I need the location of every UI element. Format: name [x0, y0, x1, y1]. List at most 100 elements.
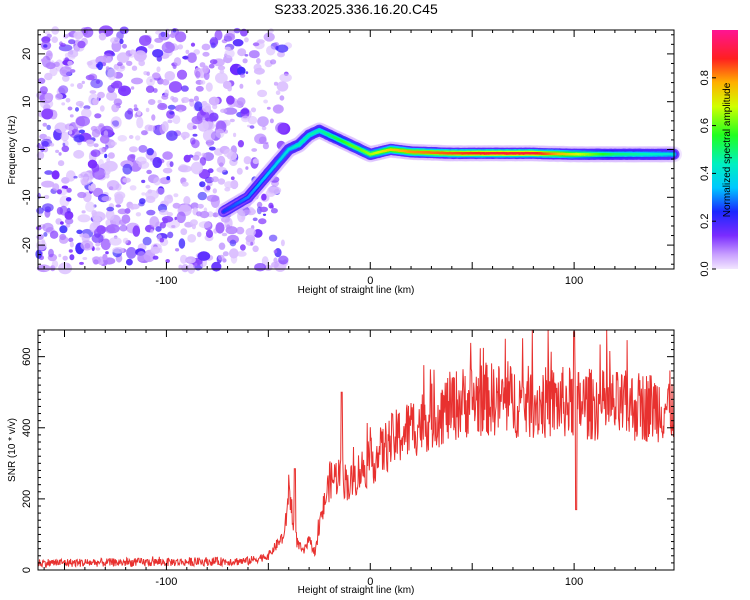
heatmap-noise-blob [224, 48, 235, 59]
heatmap-noise-blob [40, 138, 53, 148]
heatmap-noise-blob [117, 135, 128, 142]
heatmap-noise-blob [145, 184, 151, 189]
heatmap-y-tick-label: 10 [21, 96, 33, 108]
heatmap-noise-blob [178, 238, 186, 249]
heatmap-noise-blob [146, 169, 152, 175]
heatmap-noise-blob [162, 151, 173, 160]
heatmap-noise-blob [279, 95, 285, 101]
heatmap-noise-blob [60, 42, 66, 47]
heatmap-noise-blob [200, 80, 206, 85]
colorbar: 0.0 0.2 0.4 0.6 0.8 Normalized spectral ampl… [699, 30, 738, 277]
chart-title: S233.2025.336.16.20.C45 [274, 1, 438, 17]
heatmap-noise-blob [256, 79, 261, 85]
heatmap-noise-blob [78, 173, 84, 179]
heatmap-noise-blob [215, 128, 225, 139]
heatmap-noise-blob [133, 104, 138, 108]
heatmap-noise-blob [174, 216, 178, 221]
heatmap-noise-blob [146, 209, 156, 216]
heatmap-noise-blob [106, 206, 115, 212]
heatmap-noise-blob [99, 134, 110, 144]
heatmap-noise-blob [187, 52, 197, 63]
snr-x-tick-label: 100 [565, 576, 583, 588]
heatmap-noise-blob [185, 256, 196, 264]
heatmap-noise-blob [273, 257, 278, 264]
heatmap-noise-blob [111, 103, 120, 113]
heatmap-noise-blob [203, 71, 210, 80]
heatmap-noise-blob [244, 37, 249, 43]
heatmap-noise-blob [77, 214, 91, 223]
heatmap-noise-blob [176, 69, 188, 80]
heatmap-noise-blob [273, 249, 278, 254]
heatmap-noise-blob [153, 177, 162, 186]
heatmap-noise-blob [125, 258, 133, 266]
heatmap-noise-blob [197, 251, 211, 261]
heatmap-noise-blob [195, 85, 204, 92]
heatmap-noise-blob [40, 58, 47, 63]
snr-panel: -100 0 100 0 200 400 600 Height of straight li… [7, 329, 675, 596]
heatmap-noise-blob [190, 137, 196, 145]
heatmap-noise-blob [244, 54, 249, 57]
heatmap-noise-blob [117, 61, 123, 67]
heatmap-noise-blob [52, 183, 60, 191]
snr-y-tick-label: 0 [21, 567, 33, 573]
heatmap-noise-blob [221, 232, 228, 237]
heatmap-noise-blob [36, 144, 42, 149]
heatmap-noise-blob [81, 80, 86, 85]
heatmap-noise-blob [112, 80, 123, 89]
heatmap-noise-blob [276, 81, 289, 92]
heatmap-noise-blob [69, 254, 75, 261]
heatmap-noise-blob [122, 163, 133, 175]
heatmap-noise-blob [178, 264, 183, 270]
heatmap-noise-blob [161, 78, 170, 86]
heatmap-noise-blob [46, 52, 53, 57]
heatmap-noise-blob [66, 207, 71, 214]
heatmap-noise-blob [90, 183, 96, 191]
heatmap-noise-blob [46, 124, 51, 130]
heatmap-noise-blob [266, 106, 271, 110]
heatmap-noise-blob [118, 85, 131, 97]
heatmap-noise-blob [256, 201, 263, 208]
heatmap-y-tick-label: -10 [21, 189, 33, 205]
heatmap-noise-blob [223, 33, 236, 42]
heatmap-noise-blob [202, 65, 209, 74]
heatmap-noise-blob [192, 133, 198, 137]
heatmap-noise-blob [130, 86, 135, 90]
heatmap-noise-blob [164, 89, 169, 97]
heatmap-noise-blob [132, 225, 141, 237]
heatmap-noise-blob [197, 191, 207, 201]
heatmap-noise-blob [168, 81, 183, 93]
heatmap-noise-blob [241, 216, 246, 220]
heatmap-noise-blob [190, 42, 196, 47]
heatmap-noise-blob [80, 240, 94, 251]
heatmap-noise-blob [212, 212, 219, 218]
heatmap-noise-blob [209, 59, 218, 65]
heatmap-noise-blob [148, 125, 156, 132]
heatmap-noise-blob [45, 62, 56, 70]
heatmap-noise-blob [87, 159, 98, 169]
heatmap-noise-blob [159, 209, 169, 216]
heatmap-noise-blob [223, 107, 238, 115]
heatmap-noise-blob [180, 228, 188, 236]
heatmap-noise-blob [57, 160, 65, 167]
snr-x-axis-label: Height of straight line (km) [298, 585, 415, 596]
colorbar-label: Normalized spectral amplitude [722, 82, 733, 217]
heatmap-noise-blob [249, 125, 255, 129]
heatmap-noise-blob [43, 265, 51, 272]
heatmap-noise-blob [152, 255, 159, 260]
heatmap-noise-blob [99, 105, 105, 112]
heatmap-noise-blob [85, 201, 95, 213]
heatmap-noise-blob [59, 225, 68, 234]
heatmap-noise-blob [81, 108, 92, 119]
heatmap-noise-blob [36, 151, 45, 160]
heatmap-noise-blob [59, 205, 68, 216]
heatmap-noise-blob [252, 158, 260, 165]
heatmap-noise-blob [79, 261, 84, 265]
heatmap-noise-blob [192, 154, 200, 161]
heatmap-noise-blob [166, 130, 178, 141]
heatmap-noise-blob [48, 248, 54, 258]
heatmap-noise-blob [107, 84, 115, 93]
heatmap-noise-blob [273, 81, 279, 86]
heatmap-noise-blob [195, 70, 201, 79]
heatmap-noise-blob [90, 78, 103, 89]
